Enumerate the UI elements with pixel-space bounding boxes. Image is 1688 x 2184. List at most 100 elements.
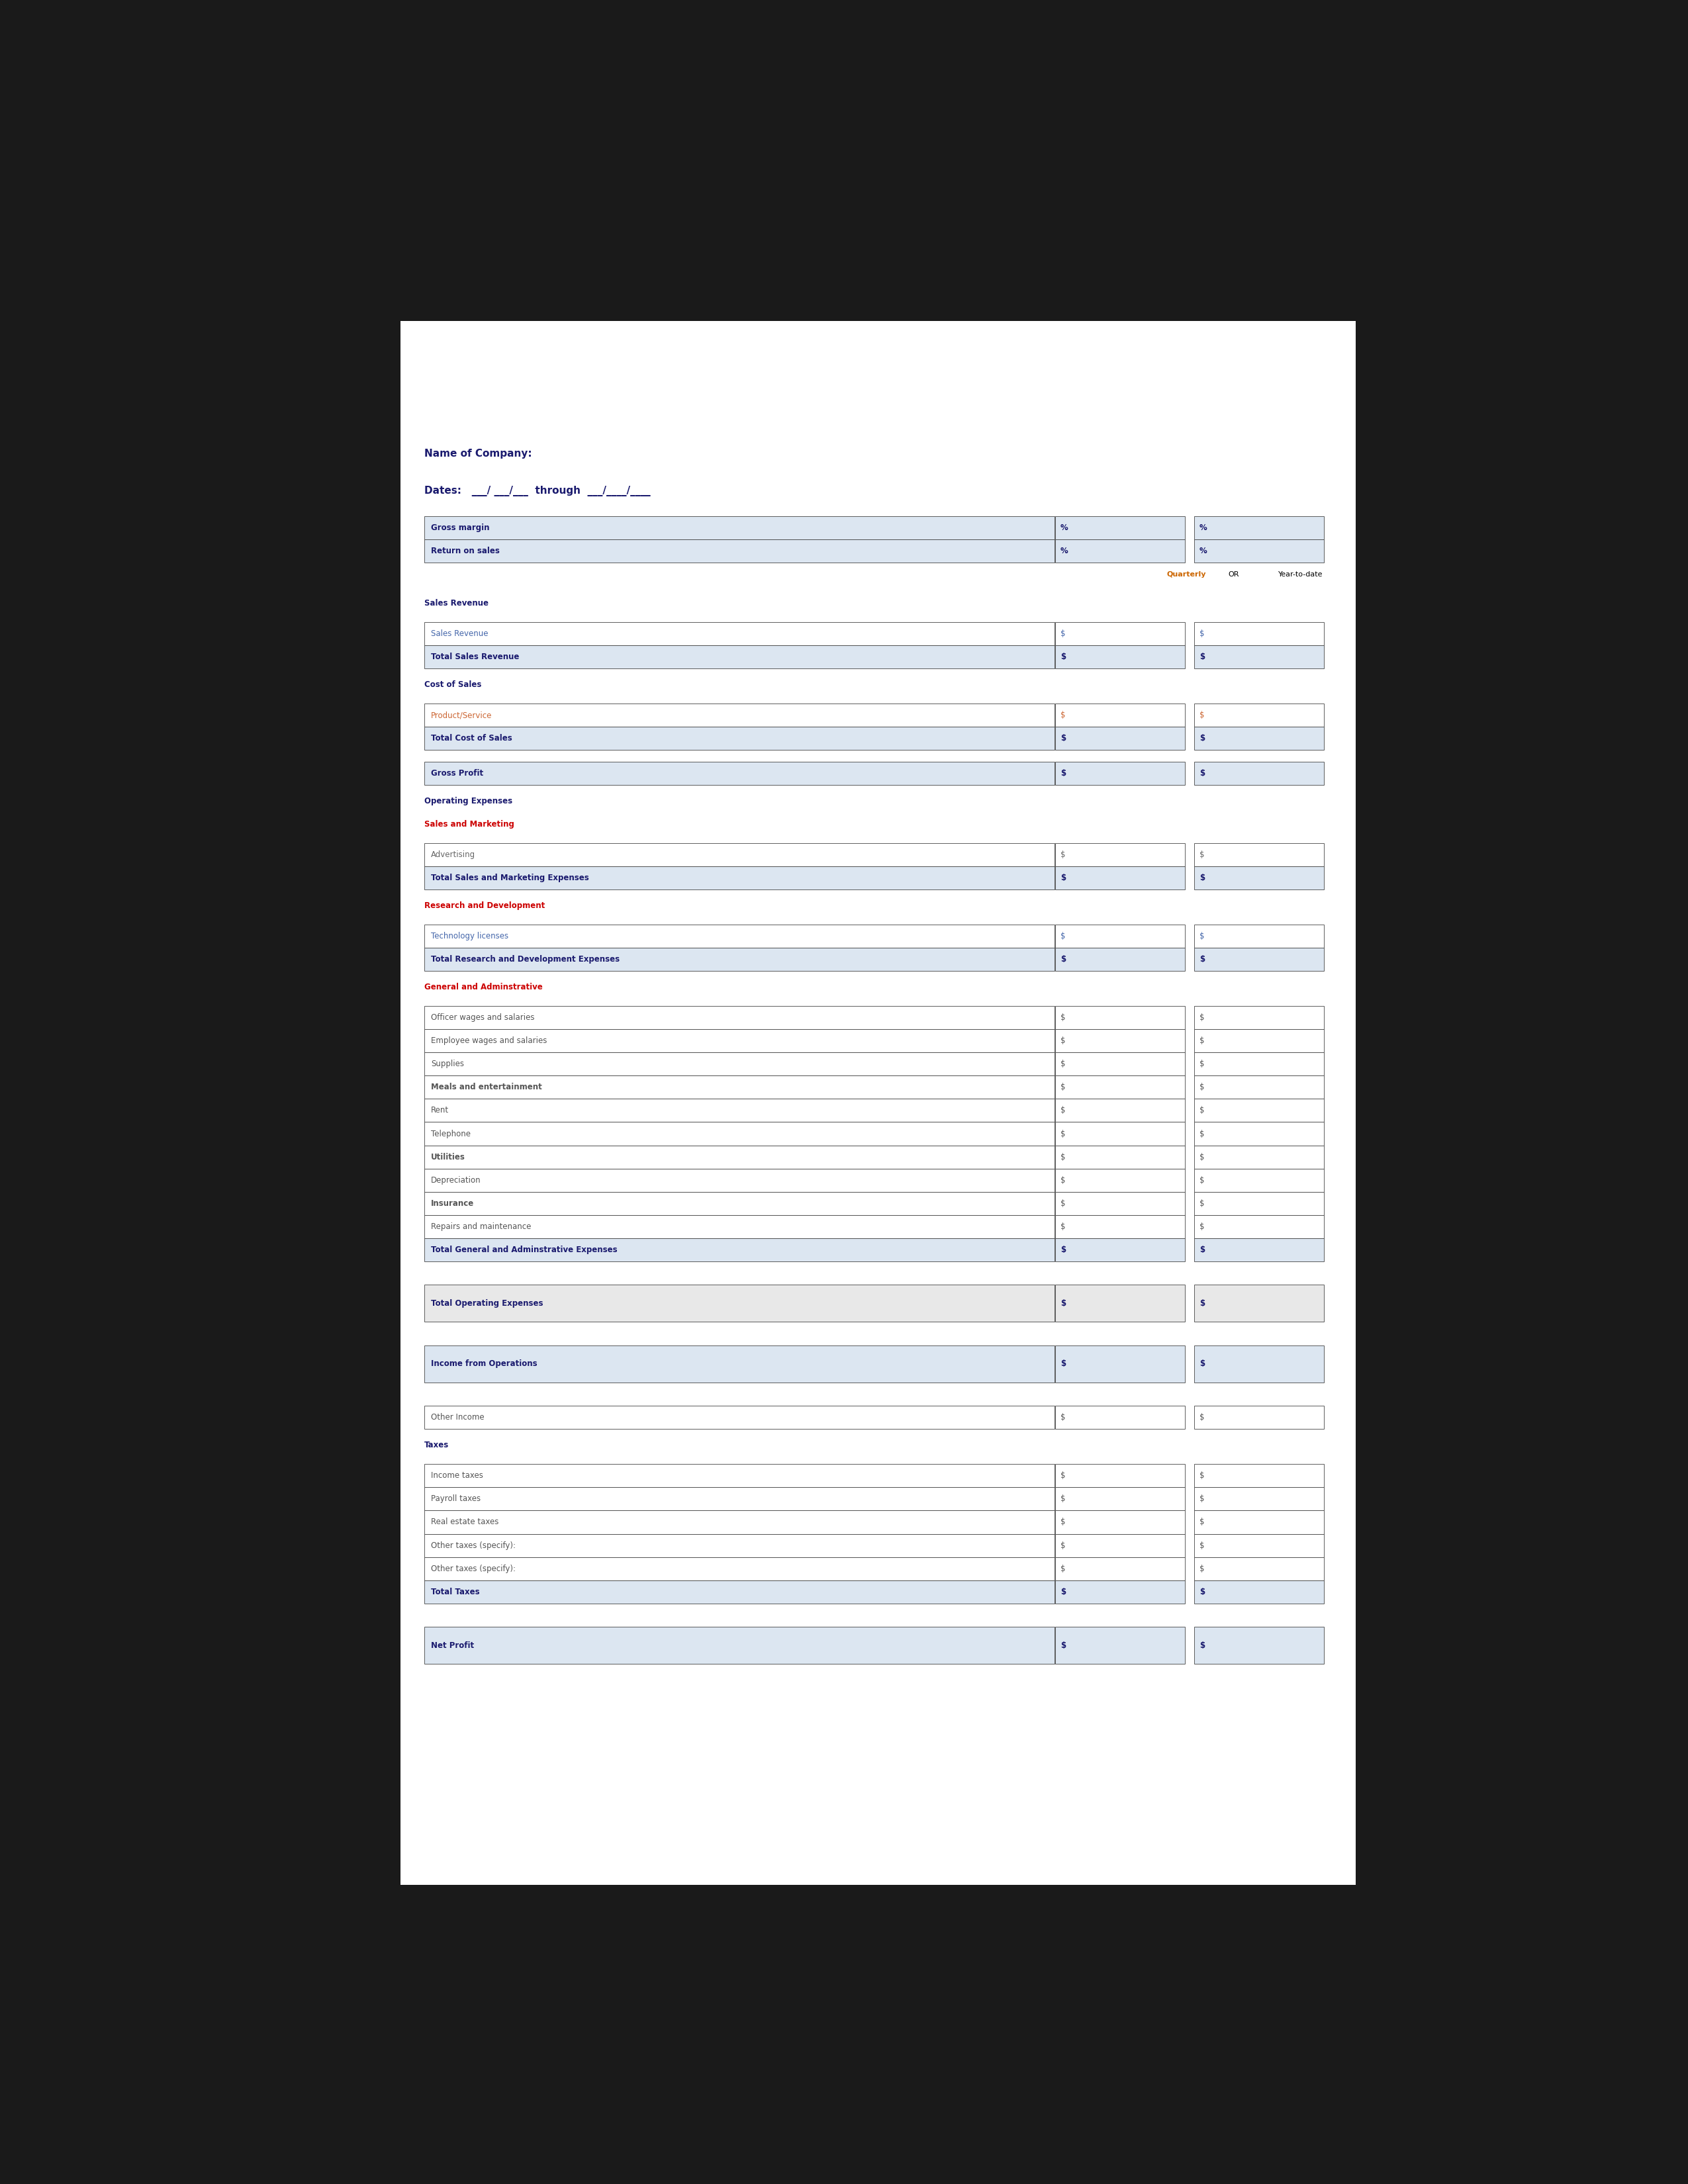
Text: $: $	[1060, 954, 1065, 963]
Text: $: $	[1200, 1013, 1204, 1022]
Bar	[1193, 1284, 1323, 1321]
Text: Utilities: Utilities	[430, 1153, 466, 1162]
Text: Cost of Sales: Cost of Sales	[424, 681, 481, 690]
Bar	[424, 1284, 1055, 1321]
Text: $: $	[1200, 1640, 1205, 1649]
Text: $: $	[1200, 1361, 1205, 1367]
Bar	[424, 867, 1055, 889]
Text: Sales and Marketing: Sales and Marketing	[424, 819, 515, 828]
Bar	[1055, 924, 1185, 948]
Text: Operating Expenses: Operating Expenses	[424, 797, 513, 806]
Bar	[1193, 1533, 1323, 1557]
Text: Employee wages and salaries: Employee wages and salaries	[430, 1037, 547, 1046]
Text: $: $	[1060, 850, 1065, 858]
Text: Total General and Adminstrative Expenses: Total General and Adminstrative Expenses	[430, 1245, 618, 1254]
Bar	[424, 539, 1055, 563]
Bar	[1055, 1487, 1185, 1511]
Bar	[1193, 1053, 1323, 1077]
Bar	[424, 1533, 1055, 1557]
Bar	[1055, 1627, 1185, 1664]
Text: Total Research and Development Expenses: Total Research and Development Expenses	[430, 954, 619, 963]
Bar	[424, 762, 1055, 784]
Text: $: $	[1060, 1175, 1065, 1184]
Bar	[1055, 622, 1185, 646]
Bar	[1193, 924, 1323, 948]
Text: $: $	[1060, 712, 1065, 719]
Bar	[1193, 948, 1323, 972]
Text: $: $	[1060, 933, 1065, 941]
Text: $: $	[1060, 653, 1065, 662]
Text: $: $	[1200, 1494, 1204, 1503]
Text: Income taxes: Income taxes	[430, 1472, 483, 1481]
Text: $: $	[1200, 1083, 1204, 1092]
Bar	[1193, 646, 1323, 668]
Bar	[1193, 1099, 1323, 1123]
Text: Other taxes (specify):: Other taxes (specify):	[430, 1542, 515, 1551]
Bar	[424, 622, 1055, 646]
Text: $: $	[1060, 1518, 1065, 1527]
Text: $: $	[1060, 1564, 1065, 1572]
Bar	[1193, 703, 1323, 727]
Bar	[1055, 1406, 1185, 1428]
Text: $: $	[1200, 1518, 1204, 1527]
Bar	[1193, 515, 1323, 539]
Text: OR: OR	[1229, 570, 1239, 577]
Bar	[1055, 1214, 1185, 1238]
Bar	[1055, 646, 1185, 668]
Bar	[1193, 843, 1323, 867]
Text: $: $	[1060, 769, 1065, 778]
Bar	[424, 1144, 1055, 1168]
Text: Total Taxes: Total Taxes	[430, 1588, 479, 1597]
Bar	[1193, 1345, 1323, 1382]
Text: Real estate taxes: Real estate taxes	[430, 1518, 498, 1527]
Bar	[424, 1077, 1055, 1099]
Bar	[1055, 539, 1185, 563]
Bar	[1055, 1557, 1185, 1581]
Bar	[1193, 762, 1323, 784]
Bar	[424, 843, 1055, 867]
Bar	[424, 1238, 1055, 1262]
Text: $: $	[1200, 1105, 1204, 1114]
Bar	[1193, 539, 1323, 563]
Bar	[424, 1487, 1055, 1511]
Bar	[1055, 1345, 1185, 1382]
Text: $: $	[1060, 734, 1065, 743]
Text: Dates:   ___/ ___/___  through  ___/____/____: Dates: ___/ ___/___ through ___/____/___…	[424, 485, 650, 496]
Bar	[1055, 1007, 1185, 1029]
Text: $: $	[1200, 1413, 1204, 1422]
Bar	[424, 1053, 1055, 1077]
Bar	[1193, 1123, 1323, 1144]
Text: Depreciation: Depreciation	[430, 1175, 481, 1184]
Text: Gross margin: Gross margin	[430, 524, 490, 533]
Bar	[1193, 1029, 1323, 1053]
Bar	[424, 1007, 1055, 1029]
Text: $: $	[1200, 1542, 1204, 1551]
Bar	[1055, 843, 1185, 867]
Bar	[1193, 1144, 1323, 1168]
Text: $: $	[1200, 850, 1204, 858]
Text: $: $	[1200, 1223, 1204, 1232]
Text: Research and Development: Research and Development	[424, 902, 545, 911]
Text: $: $	[1060, 1472, 1065, 1481]
Text: $: $	[1060, 1299, 1065, 1308]
Text: Other taxes (specify):: Other taxes (specify):	[430, 1564, 515, 1572]
Bar	[424, 703, 1055, 727]
Text: $: $	[1200, 954, 1205, 963]
Text: $: $	[1200, 712, 1204, 719]
Bar	[400, 321, 1355, 1885]
Text: $: $	[1200, 1129, 1204, 1138]
Text: $: $	[1200, 1564, 1204, 1572]
Text: Total Operating Expenses: Total Operating Expenses	[430, 1299, 544, 1308]
Bar	[1193, 1487, 1323, 1511]
Text: $: $	[1200, 1245, 1205, 1254]
Bar	[1055, 1463, 1185, 1487]
Bar	[424, 924, 1055, 948]
Text: $: $	[1200, 1059, 1204, 1068]
Bar	[1055, 1192, 1185, 1214]
Text: $: $	[1060, 1640, 1065, 1649]
Text: $: $	[1200, 769, 1205, 778]
Bar	[424, 727, 1055, 749]
Text: Total Sales and Marketing Expenses: Total Sales and Marketing Expenses	[430, 874, 589, 882]
Text: $: $	[1200, 874, 1205, 882]
Bar	[1193, 867, 1323, 889]
